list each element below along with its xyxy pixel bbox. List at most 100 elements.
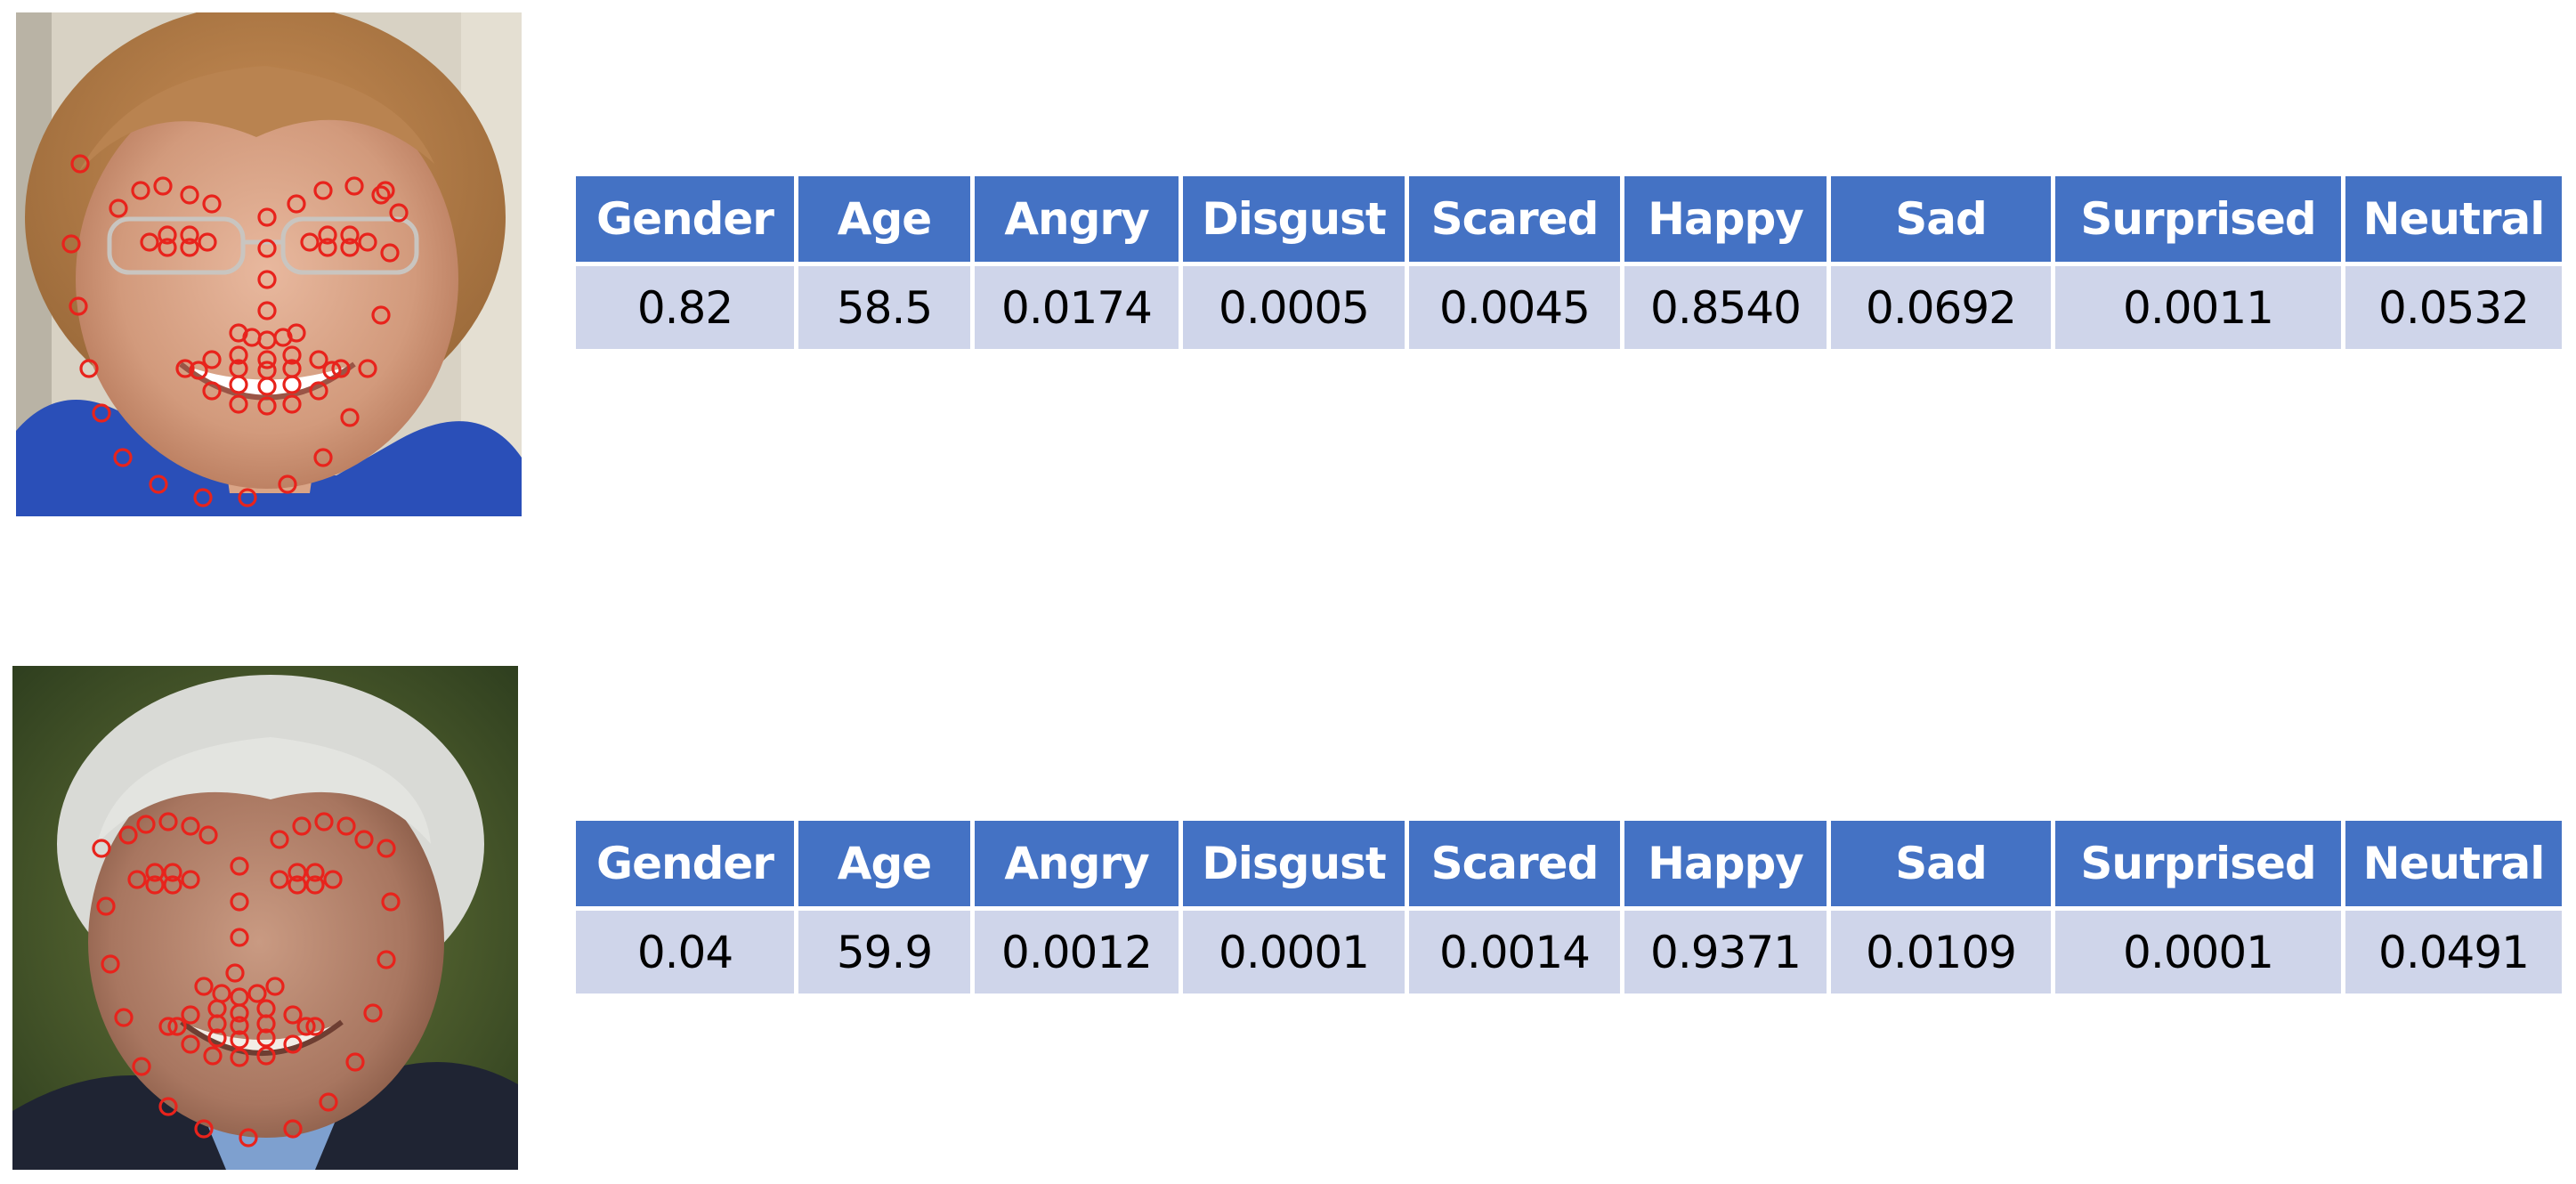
value-disgust: 0.0005 — [1179, 262, 1409, 353]
landmark-point — [132, 1057, 151, 1076]
value-scared: 0.0014 — [1405, 906, 1624, 998]
landmark-point — [247, 984, 267, 1003]
landmark-point — [340, 225, 360, 245]
header-happy: Happy — [1620, 172, 1831, 266]
header-neutral: Neutral — [2341, 816, 2566, 911]
header-sad: Sad — [1827, 816, 2055, 911]
landmark-point — [180, 185, 199, 205]
landmark-point — [313, 448, 333, 467]
value-sad: 0.0109 — [1827, 906, 2055, 998]
value-angry: 0.0012 — [970, 906, 1183, 998]
landmark-point — [305, 875, 325, 895]
landmark-point — [131, 181, 150, 200]
landmark-point — [140, 232, 159, 252]
landmark-point — [313, 181, 333, 200]
value-neutral: 0.0532 — [2341, 262, 2566, 353]
landmark-point — [288, 875, 307, 895]
landmark-point — [257, 301, 277, 320]
landmark-point — [340, 408, 360, 427]
landmark-point — [282, 394, 302, 414]
landmark-point — [345, 1052, 365, 1072]
landmark-point — [163, 875, 182, 895]
landmark-point — [283, 1005, 303, 1025]
landmark-point — [194, 977, 214, 996]
landmark-point — [180, 225, 199, 245]
landmark-point — [189, 361, 208, 380]
landmark-point — [101, 954, 120, 974]
landmark-point — [296, 1017, 316, 1036]
landmark-point — [149, 474, 168, 494]
landmark-point — [319, 1092, 338, 1112]
landmark-point — [288, 863, 307, 882]
landmark-points-1 — [61, 154, 409, 507]
landmark-point — [257, 270, 277, 289]
value-scared: 0.0045 — [1405, 262, 1624, 353]
landmark-point — [158, 1097, 178, 1116]
table-header-row: Gender Age Angry Disgust Scared Happy Sa… — [571, 172, 2566, 266]
value-angry: 0.0174 — [970, 262, 1183, 353]
landmark-point — [371, 185, 391, 205]
landmark-point — [376, 181, 395, 200]
table-row: 0.04 59.9 0.0012 0.0001 0.0014 0.9371 0.… — [571, 906, 2566, 998]
face-image-1 — [16, 12, 522, 516]
landmark-point — [70, 154, 90, 174]
landmark-point — [203, 1046, 223, 1066]
landmark-point — [230, 1003, 249, 1023]
landmark-point — [278, 474, 297, 494]
landmark-point — [380, 243, 400, 263]
header-happy: Happy — [1620, 816, 1831, 911]
value-gender: 0.82 — [571, 262, 798, 353]
landmark-point — [238, 488, 257, 507]
landmark-point — [181, 1005, 200, 1025]
landmark-point — [198, 825, 218, 845]
landmark-point — [292, 816, 312, 836]
landmark-point — [198, 232, 217, 252]
landmark-point — [158, 225, 177, 245]
header-angry: Angry — [970, 816, 1183, 911]
header-neutral: Neutral — [2341, 172, 2566, 266]
landmark-point — [371, 305, 391, 325]
landmark-point — [79, 359, 99, 378]
face-image-2 — [12, 666, 518, 1170]
landmark-point — [230, 856, 249, 876]
landmark-point — [354, 830, 374, 849]
landmark-point — [309, 381, 328, 401]
landmark-point — [265, 977, 285, 996]
landmark-point — [158, 238, 177, 257]
header-surprised: Surprised — [2051, 172, 2345, 266]
landmark-point — [136, 815, 156, 834]
landmark-point — [229, 345, 248, 365]
value-age: 59.9 — [794, 906, 975, 998]
landmark-point — [202, 194, 222, 214]
header-gender: Gender — [571, 816, 798, 911]
landmark-point — [363, 1003, 383, 1023]
landmark-point — [69, 296, 88, 316]
landmark-point — [153, 176, 173, 196]
header-gender: Gender — [571, 172, 798, 266]
landmark-point — [270, 830, 289, 849]
landmark-point — [229, 375, 248, 394]
landmark-point — [180, 238, 199, 257]
landmark-point — [257, 377, 277, 396]
landmark-point — [270, 870, 289, 889]
header-age: Age — [794, 172, 975, 266]
landmark-point — [257, 350, 277, 369]
landmark-point — [96, 896, 116, 916]
landmark-point — [257, 239, 277, 258]
landmark-point — [114, 1008, 134, 1027]
landmark-point — [207, 1014, 227, 1034]
landmark-point — [287, 323, 306, 343]
landmark-point — [145, 875, 165, 895]
header-disgust: Disgust — [1179, 816, 1409, 911]
landmark-point — [167, 1017, 187, 1036]
value-happy: 0.9371 — [1620, 906, 1831, 998]
landmark-point — [283, 1119, 303, 1139]
landmark-point — [181, 1034, 200, 1054]
landmark-point — [109, 199, 128, 218]
face-photo-woman-icon — [16, 12, 522, 516]
landmark-point — [282, 375, 302, 394]
landmark-point — [175, 359, 195, 378]
landmark-point — [309, 350, 328, 369]
landmark-point — [163, 863, 182, 882]
landmark-point — [344, 176, 364, 196]
